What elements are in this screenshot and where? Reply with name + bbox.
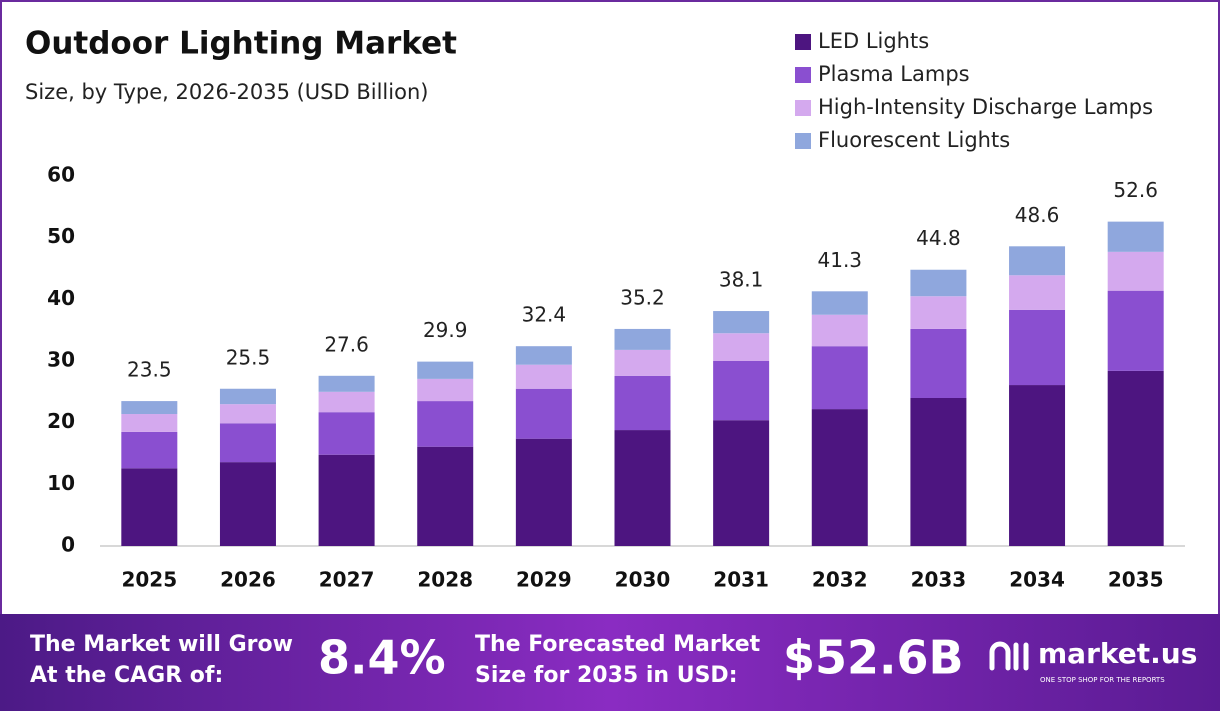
x-tick-label: 2030 [615,568,671,592]
bar-segment [417,401,474,447]
bar-segment [811,346,868,410]
bar-segment [910,269,967,297]
bar-segment [1107,221,1164,252]
x-tick-label: 2026 [220,568,276,592]
bar-segment [318,391,375,413]
bar-segment [1009,246,1066,276]
legend-label: Plasma Lamps [818,62,970,86]
total-label: 29.9 [423,318,468,342]
footer-value: $52.6B [783,631,964,685]
bar-segment [910,398,967,546]
total-label: 44.8 [916,226,961,250]
bar-segment [713,333,770,361]
x-tick-label: 2025 [121,568,177,592]
bar-segment [713,361,770,421]
bar-segment [219,462,276,546]
x-tick-label: 2029 [516,568,572,592]
x-tick-label: 2027 [319,568,375,592]
total-label: 25.5 [226,345,271,369]
x-tick-label: 2032 [812,568,868,592]
total-label: 35.2 [620,285,665,309]
legend-swatch [795,34,811,50]
legend-swatch [795,67,811,83]
bar-segment [1009,385,1066,546]
footer-text: At the CAGR of: [30,663,223,688]
total-label: 23.5 [127,358,172,382]
x-tick-label: 2033 [911,568,967,592]
total-label: 38.1 [719,268,764,292]
legend-label: Fluorescent Lights [818,128,1010,152]
bar-segment [713,311,770,334]
footer-text: Size for 2035 in USD: [475,663,738,688]
y-tick-label: 20 [47,409,75,433]
bar-segment [614,328,671,350]
bar-segment [1107,290,1164,371]
bar-segment [713,420,770,546]
brand-tagline: ONE STOP SHOP FOR THE REPORTS [1040,676,1165,684]
bar-segment [515,364,572,389]
x-tick-label: 2028 [417,568,473,592]
bar-segment [417,378,474,402]
bar-segment [121,431,178,469]
bar-segment [614,430,671,546]
bar-segment [515,346,572,365]
bar-segment [318,375,375,392]
y-tick-label: 0 [61,533,75,557]
y-tick-label: 50 [47,224,75,248]
bar-segment [811,314,868,347]
bar-segment [1009,275,1066,310]
total-label: 32.4 [522,303,567,327]
bar-segment [614,375,671,431]
total-label: 48.6 [1015,203,1060,227]
bar-segment [910,296,967,329]
bar-segment [318,454,375,546]
bar-segment [1107,251,1164,291]
bar-segment [121,401,178,415]
bar-segment [1107,370,1164,546]
total-label: 27.6 [324,332,369,356]
bar-segment [811,409,868,546]
y-tick-label: 30 [47,348,75,372]
y-tick-label: 10 [47,471,75,495]
bar-segment [811,291,868,315]
brand-logo [989,641,1029,671]
chart-subtitle: Size, by Type, 2026-2035 (USD Billion) [25,80,428,104]
y-tick-label: 60 [47,163,75,187]
bar-segment [515,438,572,546]
legend-label: LED Lights [818,29,929,53]
bar-segment [219,388,276,405]
total-label: 41.3 [818,248,863,272]
bar-segment [121,414,178,432]
bar-segment [121,468,178,546]
bar-segment [1009,309,1066,386]
bar-segment [417,361,474,379]
bar-segment [417,446,474,546]
y-tick-label: 40 [47,286,75,310]
legend-swatch [795,100,811,116]
bar-segment [219,404,276,424]
footer-value: 8.4% [318,631,446,685]
chart-title: Outdoor Lighting Market [25,26,457,62]
footer-text: The Market will Grow [30,632,293,657]
x-tick-label: 2034 [1009,568,1065,592]
bar-segment [614,349,671,376]
x-tick-label: 2031 [713,568,769,592]
bar-segment [219,423,276,463]
total-label: 52.6 [1113,178,1158,202]
bar-segment [515,388,572,439]
x-tick-label: 2035 [1108,568,1164,592]
legend-swatch [795,133,811,149]
footer-text: The Forecasted Market [475,632,761,657]
bar-segment [318,412,375,455]
legend-label: High-Intensity Discharge Lamps [818,95,1153,119]
bar-segment [910,328,967,398]
brand-name: market.us [1038,637,1197,670]
